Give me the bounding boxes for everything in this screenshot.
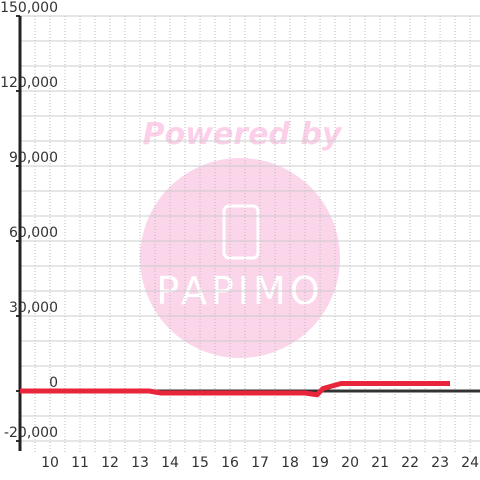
y-tick-label: 0 — [49, 375, 58, 391]
y-tick-label: -20,000 — [4, 425, 58, 441]
y-tick-label: 120,000 — [0, 75, 58, 91]
x-tick-label: 19 — [311, 455, 329, 471]
x-tick-label: 11 — [71, 455, 89, 471]
x-tick-label: 14 — [161, 455, 179, 471]
x-tick-label: 18 — [281, 455, 299, 471]
line — [20, 381, 450, 398]
x-tick-label: 10 — [41, 455, 59, 471]
x-tick-label: 20 — [341, 455, 359, 471]
x-tick-label: 13 — [131, 455, 149, 471]
y-tick-label: 60,000 — [9, 225, 58, 241]
y-tick-label: 30,000 — [9, 300, 58, 316]
x-tick-label: 22 — [401, 455, 419, 471]
x-tick-label: 17 — [251, 455, 269, 471]
phone-icon — [222, 204, 260, 260]
x-tick-label: 16 — [221, 455, 239, 471]
watermark-text: Powered by — [143, 117, 343, 152]
x-tick-label: 21 — [371, 455, 389, 471]
x-tick-label: 15 — [191, 455, 209, 471]
y-tick-label: 150,000 — [0, 0, 58, 16]
y-tick-label: 90,000 — [9, 150, 58, 166]
x-tick-label: 23 — [431, 455, 449, 471]
x-tick-label: 12 — [101, 455, 119, 471]
watermark: Powered by PAPIMO — [140, 117, 343, 358]
x-tick-label: 24 — [461, 455, 479, 471]
